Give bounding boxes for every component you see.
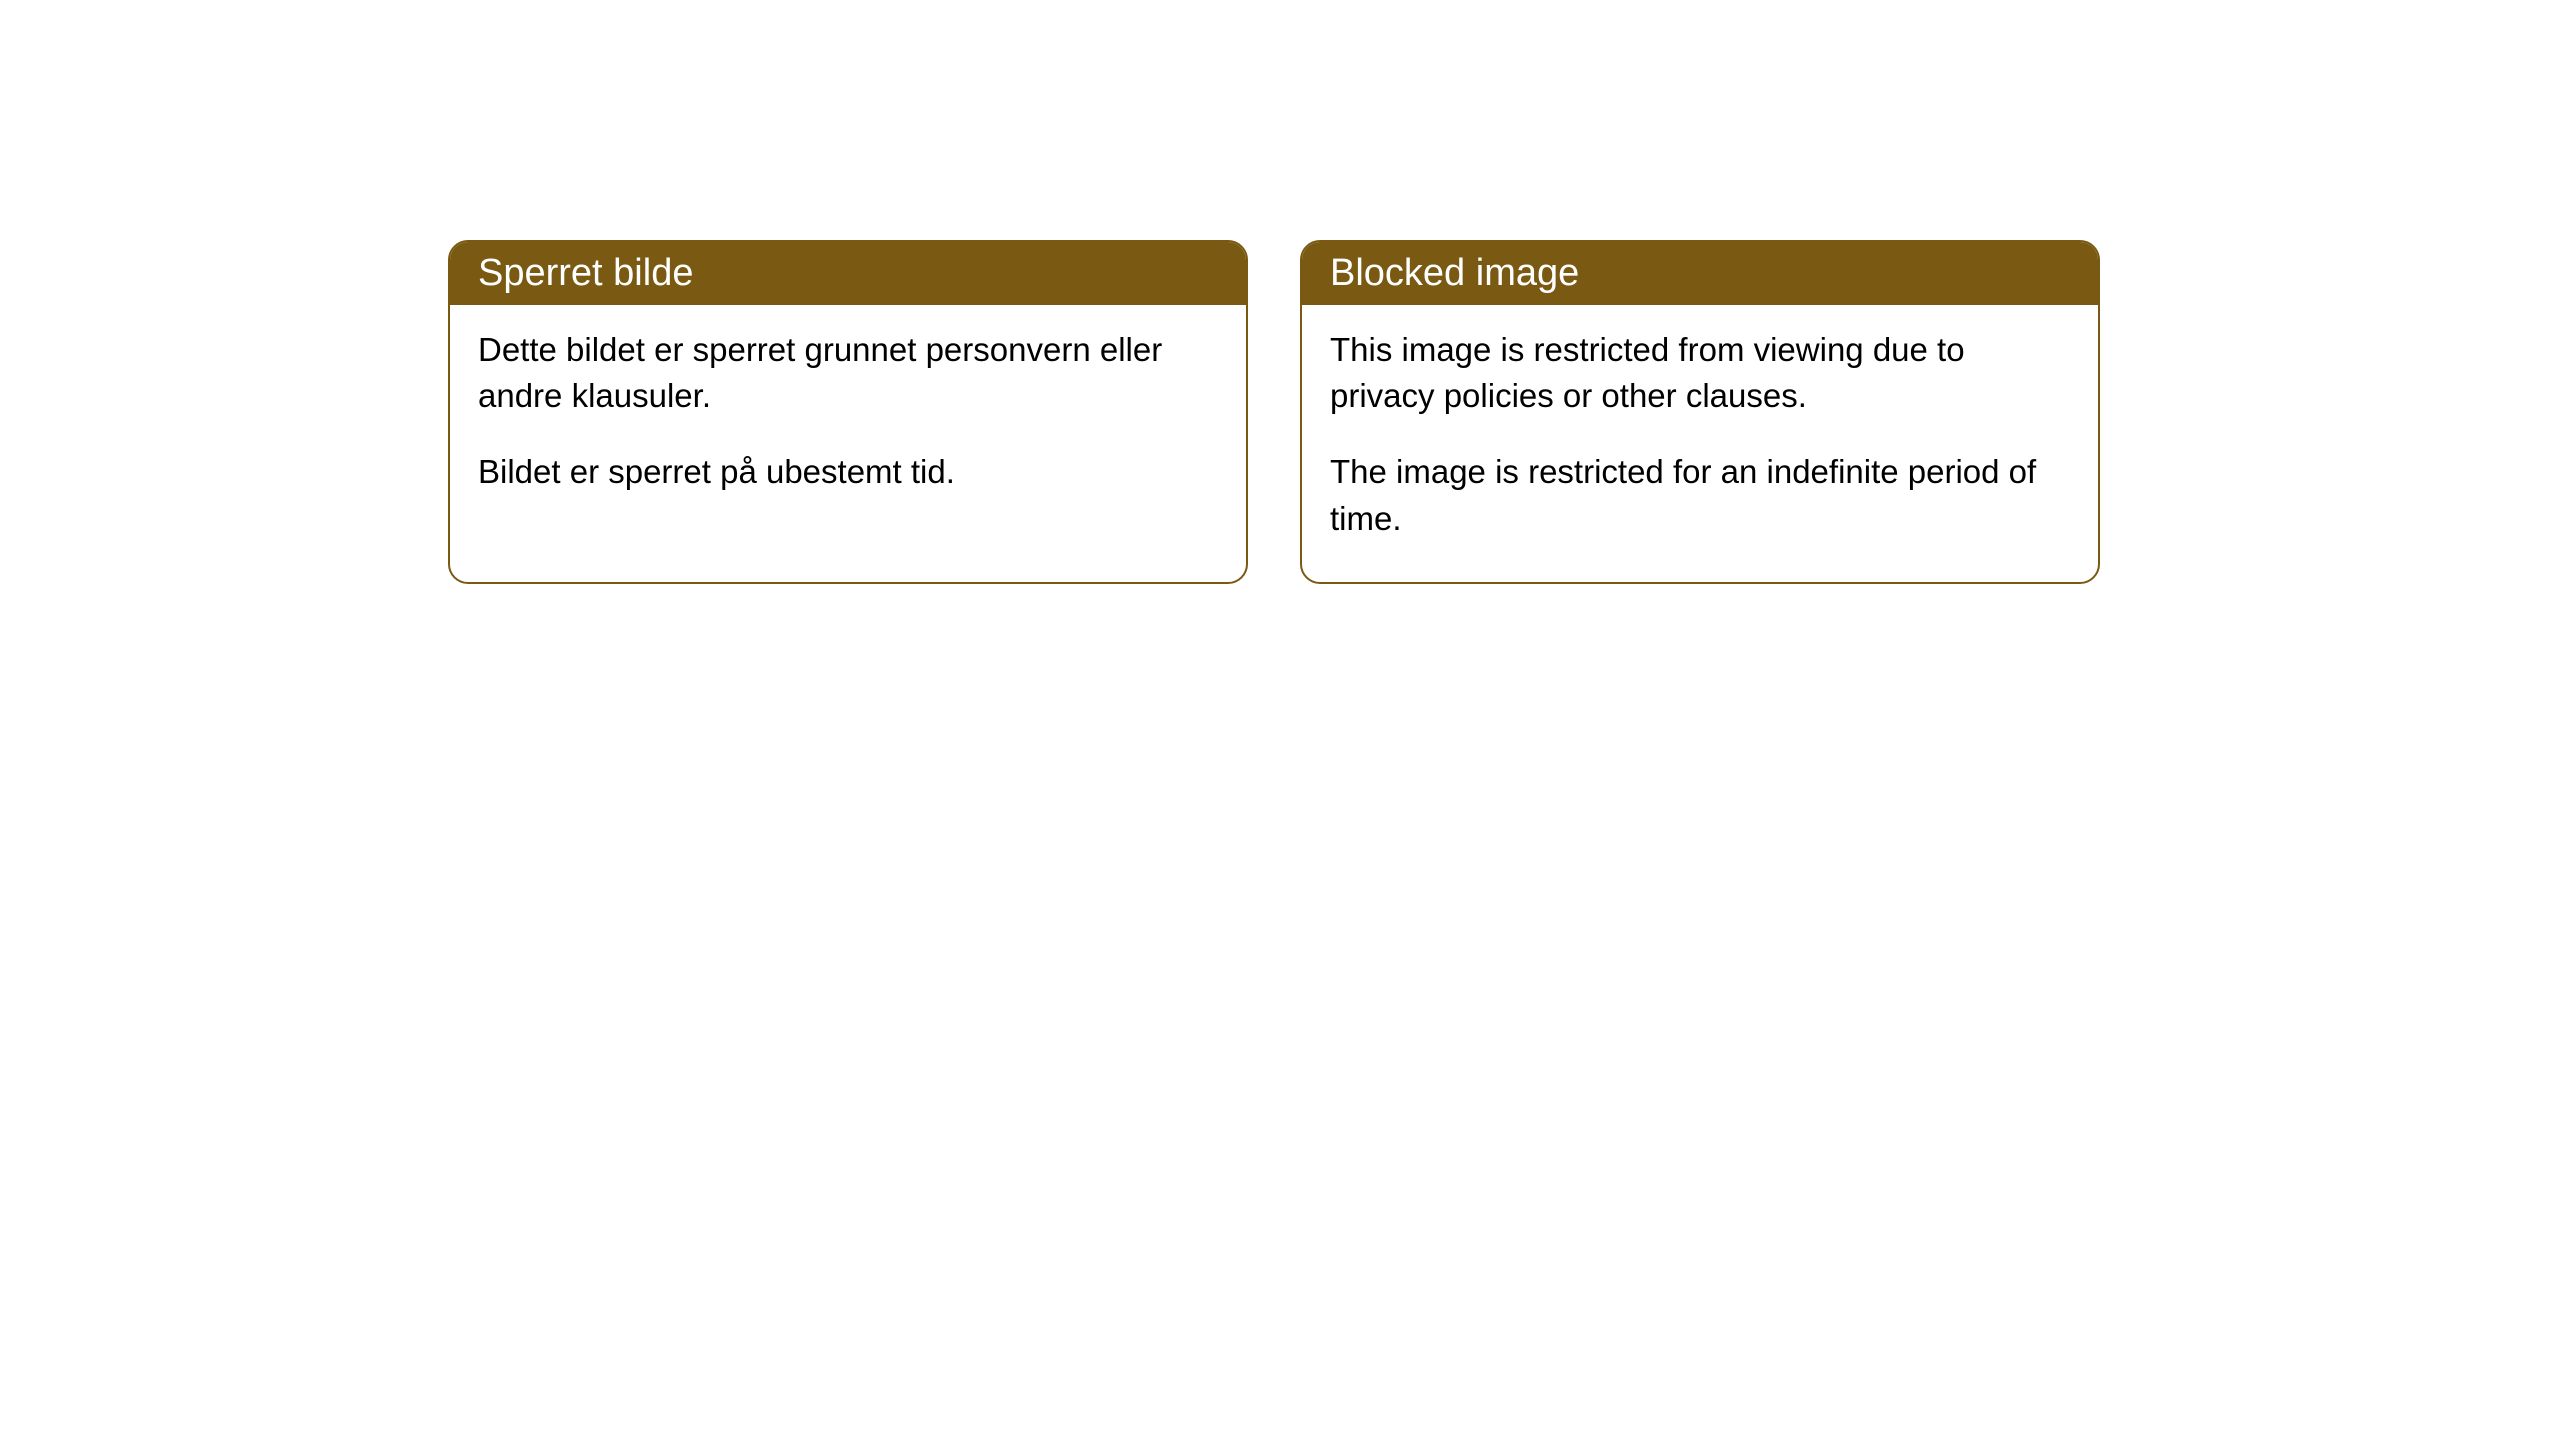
cards-container: Sperret bilde Dette bildet er sperret gr… — [0, 0, 2560, 584]
blocked-image-card-en: Blocked image This image is restricted f… — [1300, 240, 2100, 584]
card-paragraph-no-1: Dette bildet er sperret grunnet personve… — [478, 327, 1218, 419]
blocked-image-card-no: Sperret bilde Dette bildet er sperret gr… — [448, 240, 1248, 584]
card-header-en: Blocked image — [1302, 242, 2098, 305]
card-header-no: Sperret bilde — [450, 242, 1246, 305]
card-paragraph-en-2: The image is restricted for an indefinit… — [1330, 449, 2070, 541]
card-body-en: This image is restricted from viewing du… — [1302, 305, 2098, 582]
card-paragraph-en-1: This image is restricted from viewing du… — [1330, 327, 2070, 419]
card-paragraph-no-2: Bildet er sperret på ubestemt tid. — [478, 449, 1218, 495]
card-body-no: Dette bildet er sperret grunnet personve… — [450, 305, 1246, 536]
